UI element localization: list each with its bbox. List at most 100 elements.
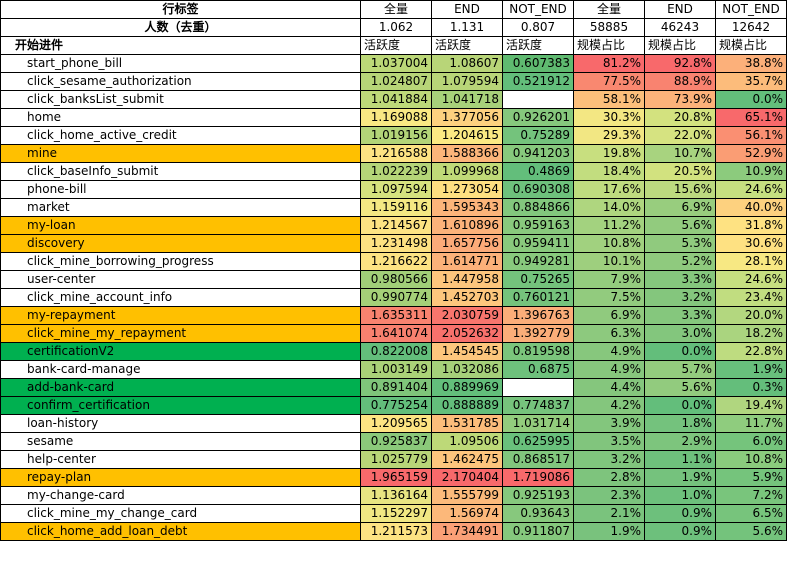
value-cell[interactable]: 0.959411 (502, 234, 574, 253)
value-cell[interactable]: 5.6% (715, 522, 787, 541)
row-label[interactable]: home (0, 108, 361, 127)
value-cell[interactable]: 1.216622 (360, 252, 432, 271)
value-cell[interactable]: 1.392779 (502, 324, 574, 343)
value-cell[interactable]: 0.75265 (502, 270, 574, 289)
value-cell[interactable]: 14.0% (573, 198, 645, 217)
value-cell[interactable]: 22.8% (715, 342, 787, 361)
row-label[interactable]: click_mine_my_repayment (0, 324, 361, 343)
value-cell[interactable]: 1.377056 (431, 108, 503, 127)
row-label[interactable]: certificationV2 (0, 342, 361, 361)
value-cell[interactable] (502, 378, 574, 397)
value-cell[interactable]: 1.09506 (431, 432, 503, 451)
value-cell[interactable]: 3.2% (644, 288, 716, 307)
value-cell[interactable]: 1.041718 (431, 90, 503, 109)
value-cell[interactable]: 81.2% (573, 54, 645, 73)
value-cell[interactable]: 1.9% (573, 522, 645, 541)
value-cell[interactable]: 88.9% (644, 72, 716, 91)
value-cell[interactable]: 1.099968 (431, 162, 503, 181)
value-cell[interactable]: 1.231498 (360, 234, 432, 253)
value-cell[interactable]: 2.9% (644, 432, 716, 451)
value-cell[interactable]: 1.204615 (431, 126, 503, 145)
value-cell[interactable] (502, 90, 574, 109)
value-cell[interactable]: 1.031714 (502, 414, 574, 433)
value-cell[interactable]: 0.6875 (502, 360, 574, 379)
value-cell[interactable]: 23.4% (715, 288, 787, 307)
value-cell[interactable]: 30.3% (573, 108, 645, 127)
value-cell[interactable]: 6.5% (715, 504, 787, 523)
value-cell[interactable]: 24.6% (715, 180, 787, 199)
value-cell[interactable]: 0.822008 (360, 342, 432, 361)
value-cell[interactable]: 3.9% (573, 414, 645, 433)
value-cell[interactable]: 77.5% (573, 72, 645, 91)
value-cell[interactable]: 3.3% (644, 270, 716, 289)
value-cell[interactable]: 0.941203 (502, 144, 574, 163)
row-label[interactable]: click_mine_my_change_card (0, 504, 361, 523)
value-cell[interactable]: 6.0% (715, 432, 787, 451)
value-cell[interactable]: 3.3% (644, 306, 716, 325)
value-cell[interactable]: 1.719086 (502, 468, 574, 487)
value-cell[interactable]: 7.2% (715, 486, 787, 505)
value-cell[interactable]: 19.4% (715, 396, 787, 415)
value-cell[interactable]: 0.868517 (502, 450, 574, 469)
value-cell[interactable]: 4.9% (573, 342, 645, 361)
value-cell[interactable]: 5.2% (644, 252, 716, 271)
value-cell[interactable]: 17.6% (573, 180, 645, 199)
value-cell[interactable]: 40.0% (715, 198, 787, 217)
value-cell[interactable]: 1.588366 (431, 144, 503, 163)
row-label[interactable]: click_baseInfo_submit (0, 162, 361, 181)
row-label[interactable]: help-center (0, 450, 361, 469)
value-cell[interactable]: 0.926201 (502, 108, 574, 127)
value-cell[interactable]: 35.7% (715, 72, 787, 91)
value-cell[interactable]: 0.925193 (502, 486, 574, 505)
value-cell[interactable]: 1.025779 (360, 450, 432, 469)
value-cell[interactable]: 1.136164 (360, 486, 432, 505)
value-cell[interactable]: 1.56974 (431, 504, 503, 523)
value-cell[interactable]: 22.0% (644, 126, 716, 145)
value-cell[interactable]: 10.9% (715, 162, 787, 181)
value-cell[interactable]: 0.819598 (502, 342, 574, 361)
value-cell[interactable]: 0.760121 (502, 288, 574, 307)
value-cell[interactable]: 11.2% (573, 216, 645, 235)
value-cell[interactable]: 0.774837 (502, 396, 574, 415)
value-cell[interactable]: 0.521912 (502, 72, 574, 91)
value-cell[interactable]: 1.396763 (502, 306, 574, 325)
value-cell[interactable]: 52.9% (715, 144, 787, 163)
value-cell[interactable]: 1.447958 (431, 270, 503, 289)
value-cell[interactable]: 92.8% (644, 54, 716, 73)
value-cell[interactable]: 20.0% (715, 306, 787, 325)
row-label[interactable]: mine (0, 144, 361, 163)
row-label[interactable]: click_home_add_loan_debt (0, 522, 361, 541)
value-cell[interactable]: 10.7% (644, 144, 716, 163)
value-cell[interactable]: 5.6% (644, 216, 716, 235)
value-cell[interactable]: 1.169088 (360, 108, 432, 127)
value-cell[interactable]: 20.8% (644, 108, 716, 127)
value-cell[interactable]: 1.734491 (431, 522, 503, 541)
row-label[interactable]: start_phone_bill (0, 54, 361, 73)
value-cell[interactable]: 3.5% (573, 432, 645, 451)
value-cell[interactable]: 1.024807 (360, 72, 432, 91)
value-cell[interactable]: 0.9% (644, 504, 716, 523)
value-cell[interactable]: 1.462475 (431, 450, 503, 469)
value-cell[interactable]: 4.2% (573, 396, 645, 415)
value-cell[interactable]: 2.170404 (431, 468, 503, 487)
value-cell[interactable]: 1.08607 (431, 54, 503, 73)
value-cell[interactable]: 20.5% (644, 162, 716, 181)
value-cell[interactable]: 10.1% (573, 252, 645, 271)
value-cell[interactable]: 0.980566 (360, 270, 432, 289)
value-cell[interactable]: 6.9% (644, 198, 716, 217)
value-cell[interactable]: 1.965159 (360, 468, 432, 487)
value-cell[interactable]: 0.75289 (502, 126, 574, 145)
row-label[interactable]: loan-history (0, 414, 361, 433)
value-cell[interactable]: 10.8% (715, 450, 787, 469)
value-cell[interactable]: 1.032086 (431, 360, 503, 379)
value-cell[interactable]: 2.8% (573, 468, 645, 487)
value-cell[interactable]: 0.888889 (431, 396, 503, 415)
row-label[interactable]: my-loan (0, 216, 361, 235)
value-cell[interactable]: 0.93643 (502, 504, 574, 523)
value-cell[interactable]: 1.273054 (431, 180, 503, 199)
value-cell[interactable]: 1.211573 (360, 522, 432, 541)
value-cell[interactable]: 65.1% (715, 108, 787, 127)
value-cell[interactable]: 5.7% (644, 360, 716, 379)
value-cell[interactable]: 28.1% (715, 252, 787, 271)
value-cell[interactable]: 1.1% (644, 450, 716, 469)
